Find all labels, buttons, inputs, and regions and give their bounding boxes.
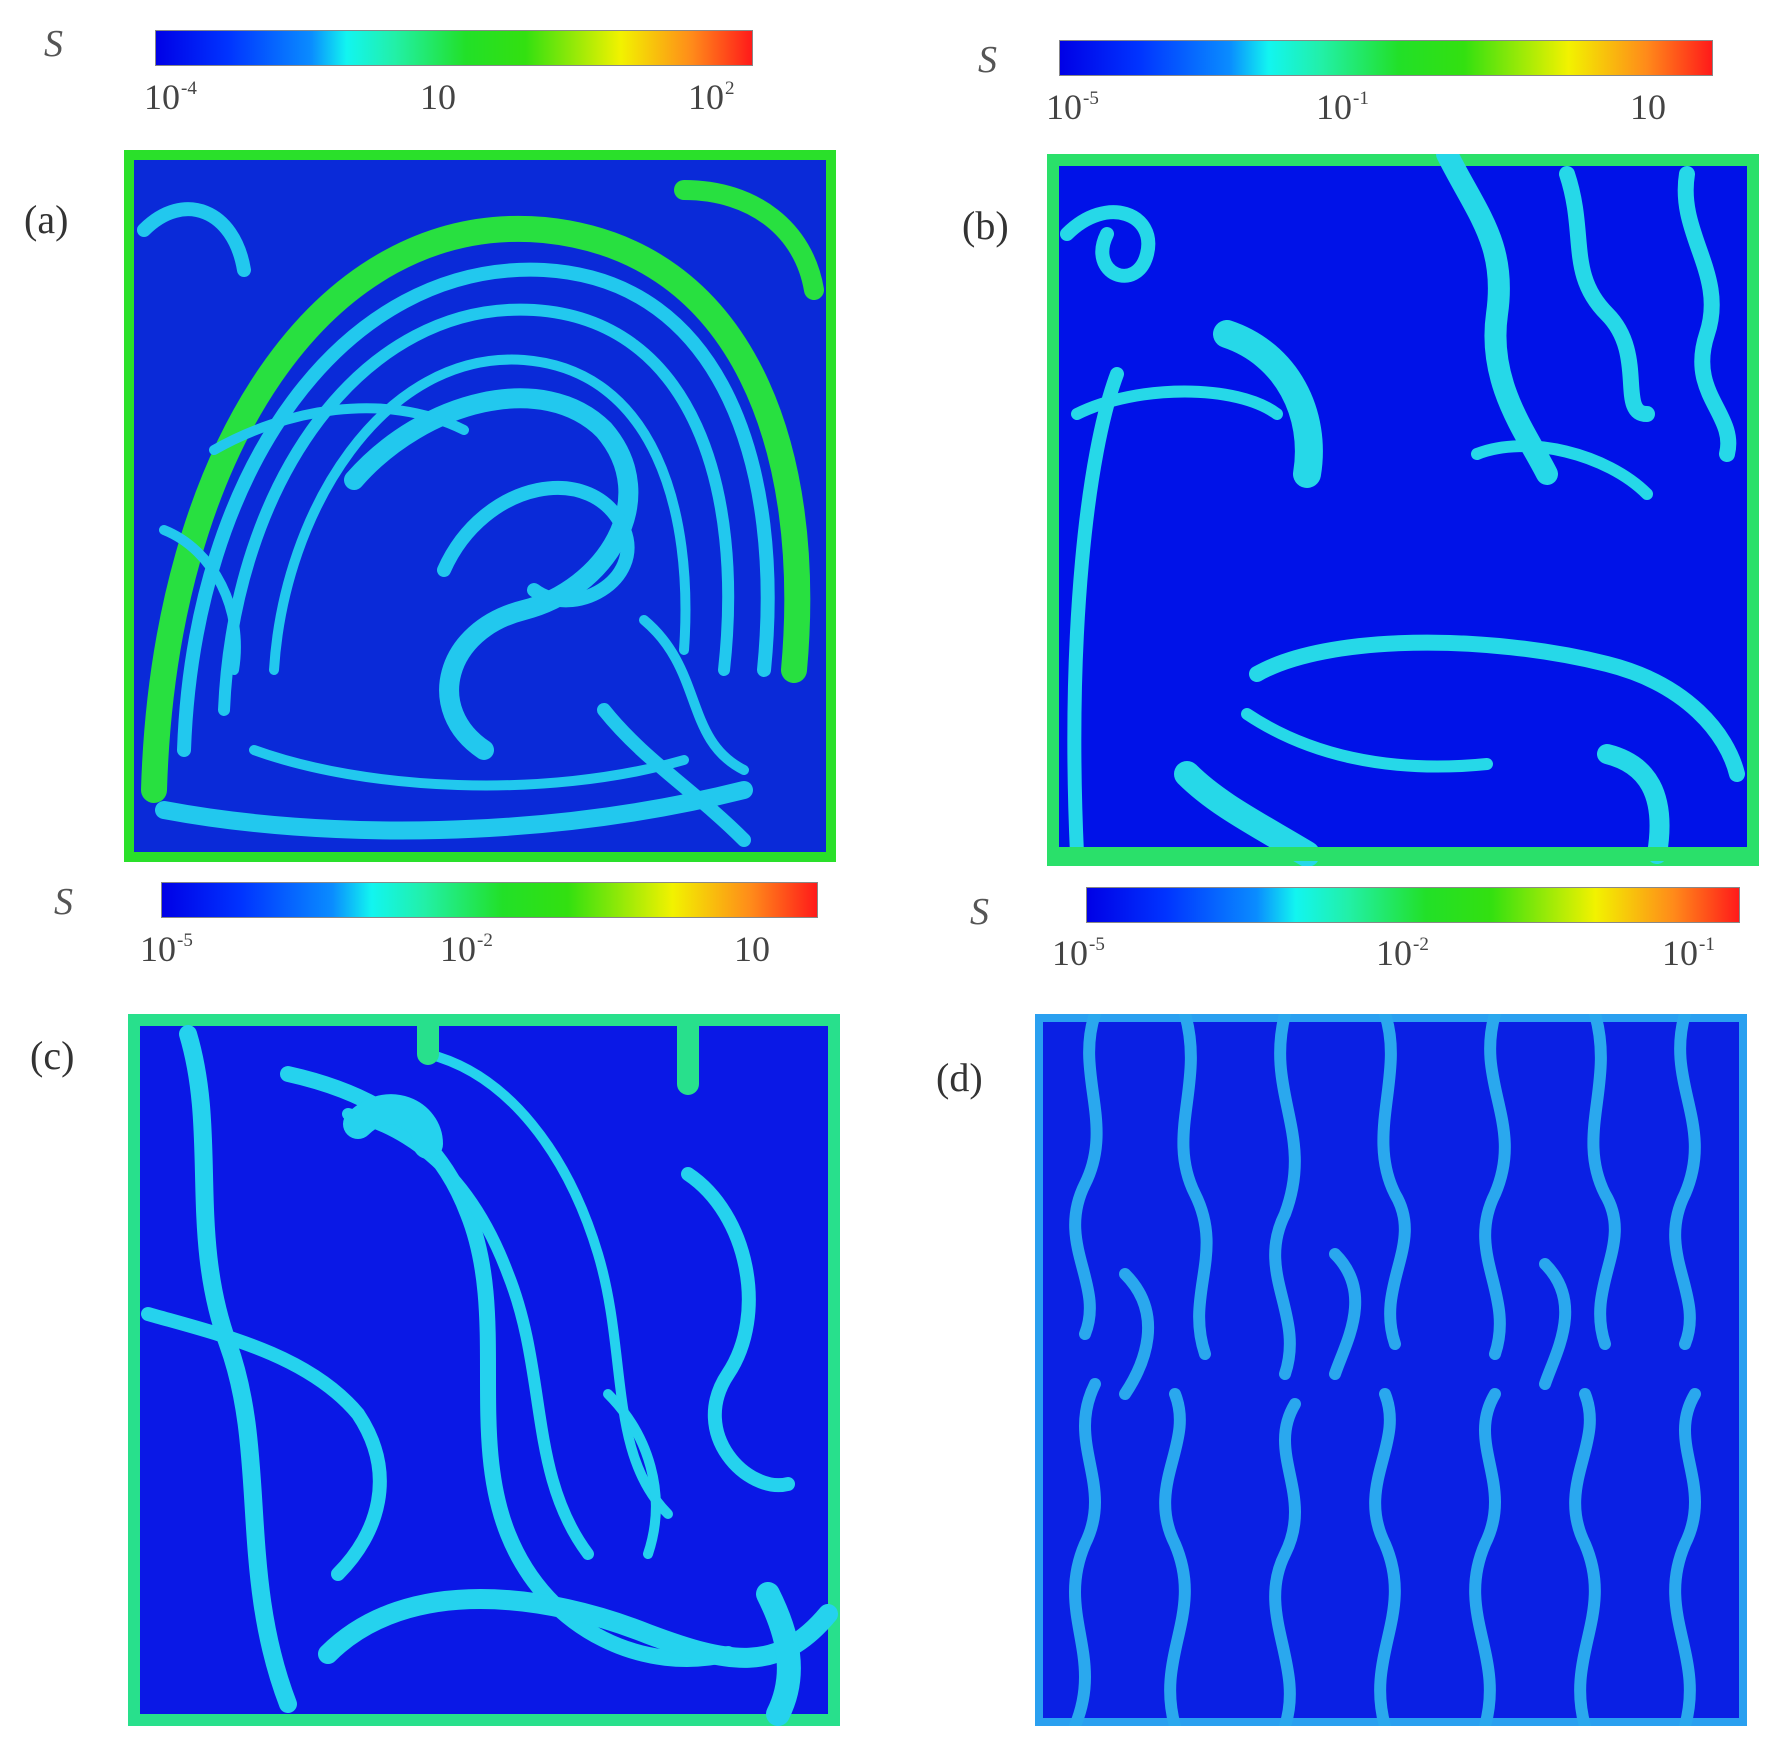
colorbar [161,882,818,918]
scalar-field-d [1035,1014,1747,1726]
colorbar [1059,40,1713,76]
colorbar-tick-min: 10-5 [1046,86,1099,128]
field-background [1047,154,1759,866]
scalar-field-a [124,150,836,862]
colorbar-tick-min: 10-5 [1052,932,1105,974]
scalar-field-b [1047,154,1759,866]
colorbar-tick-max: 10 [734,928,771,970]
colorbar-tick-mid: 10 [420,76,457,118]
colorbar [155,30,753,66]
panel-label: (c) [30,1032,74,1079]
colorbar-tick-mid: 10-2 [440,928,493,970]
panel-label: (d) [936,1054,983,1101]
colorbar-tick-max: 10-1 [1662,932,1715,974]
panel-label: (a) [24,196,68,243]
field-plot-a [124,150,836,862]
colorbar-tick-mid: 10-2 [1376,932,1429,974]
colorbar-symbol: S [970,890,989,934]
colorbar [1086,887,1740,923]
colorbar-symbol: S [54,880,73,924]
field-plot-c [128,1014,840,1726]
scalar-field-c [128,1014,840,1726]
colorbar-tick-mid: 10-1 [1316,86,1369,128]
colorbar-tick-min: 10-5 [140,928,193,970]
field-plot-d [1035,1014,1747,1726]
field-plot-b [1047,154,1759,866]
colorbar-symbol: S [978,38,997,82]
colorbar-tick-max: 102 [688,76,735,118]
colorbar-tick-min: 10-4 [144,76,197,118]
panel-label: (b) [962,202,1009,249]
colorbar-tick-max: 10 [1630,86,1667,128]
colorbar-symbol: S [44,22,63,66]
